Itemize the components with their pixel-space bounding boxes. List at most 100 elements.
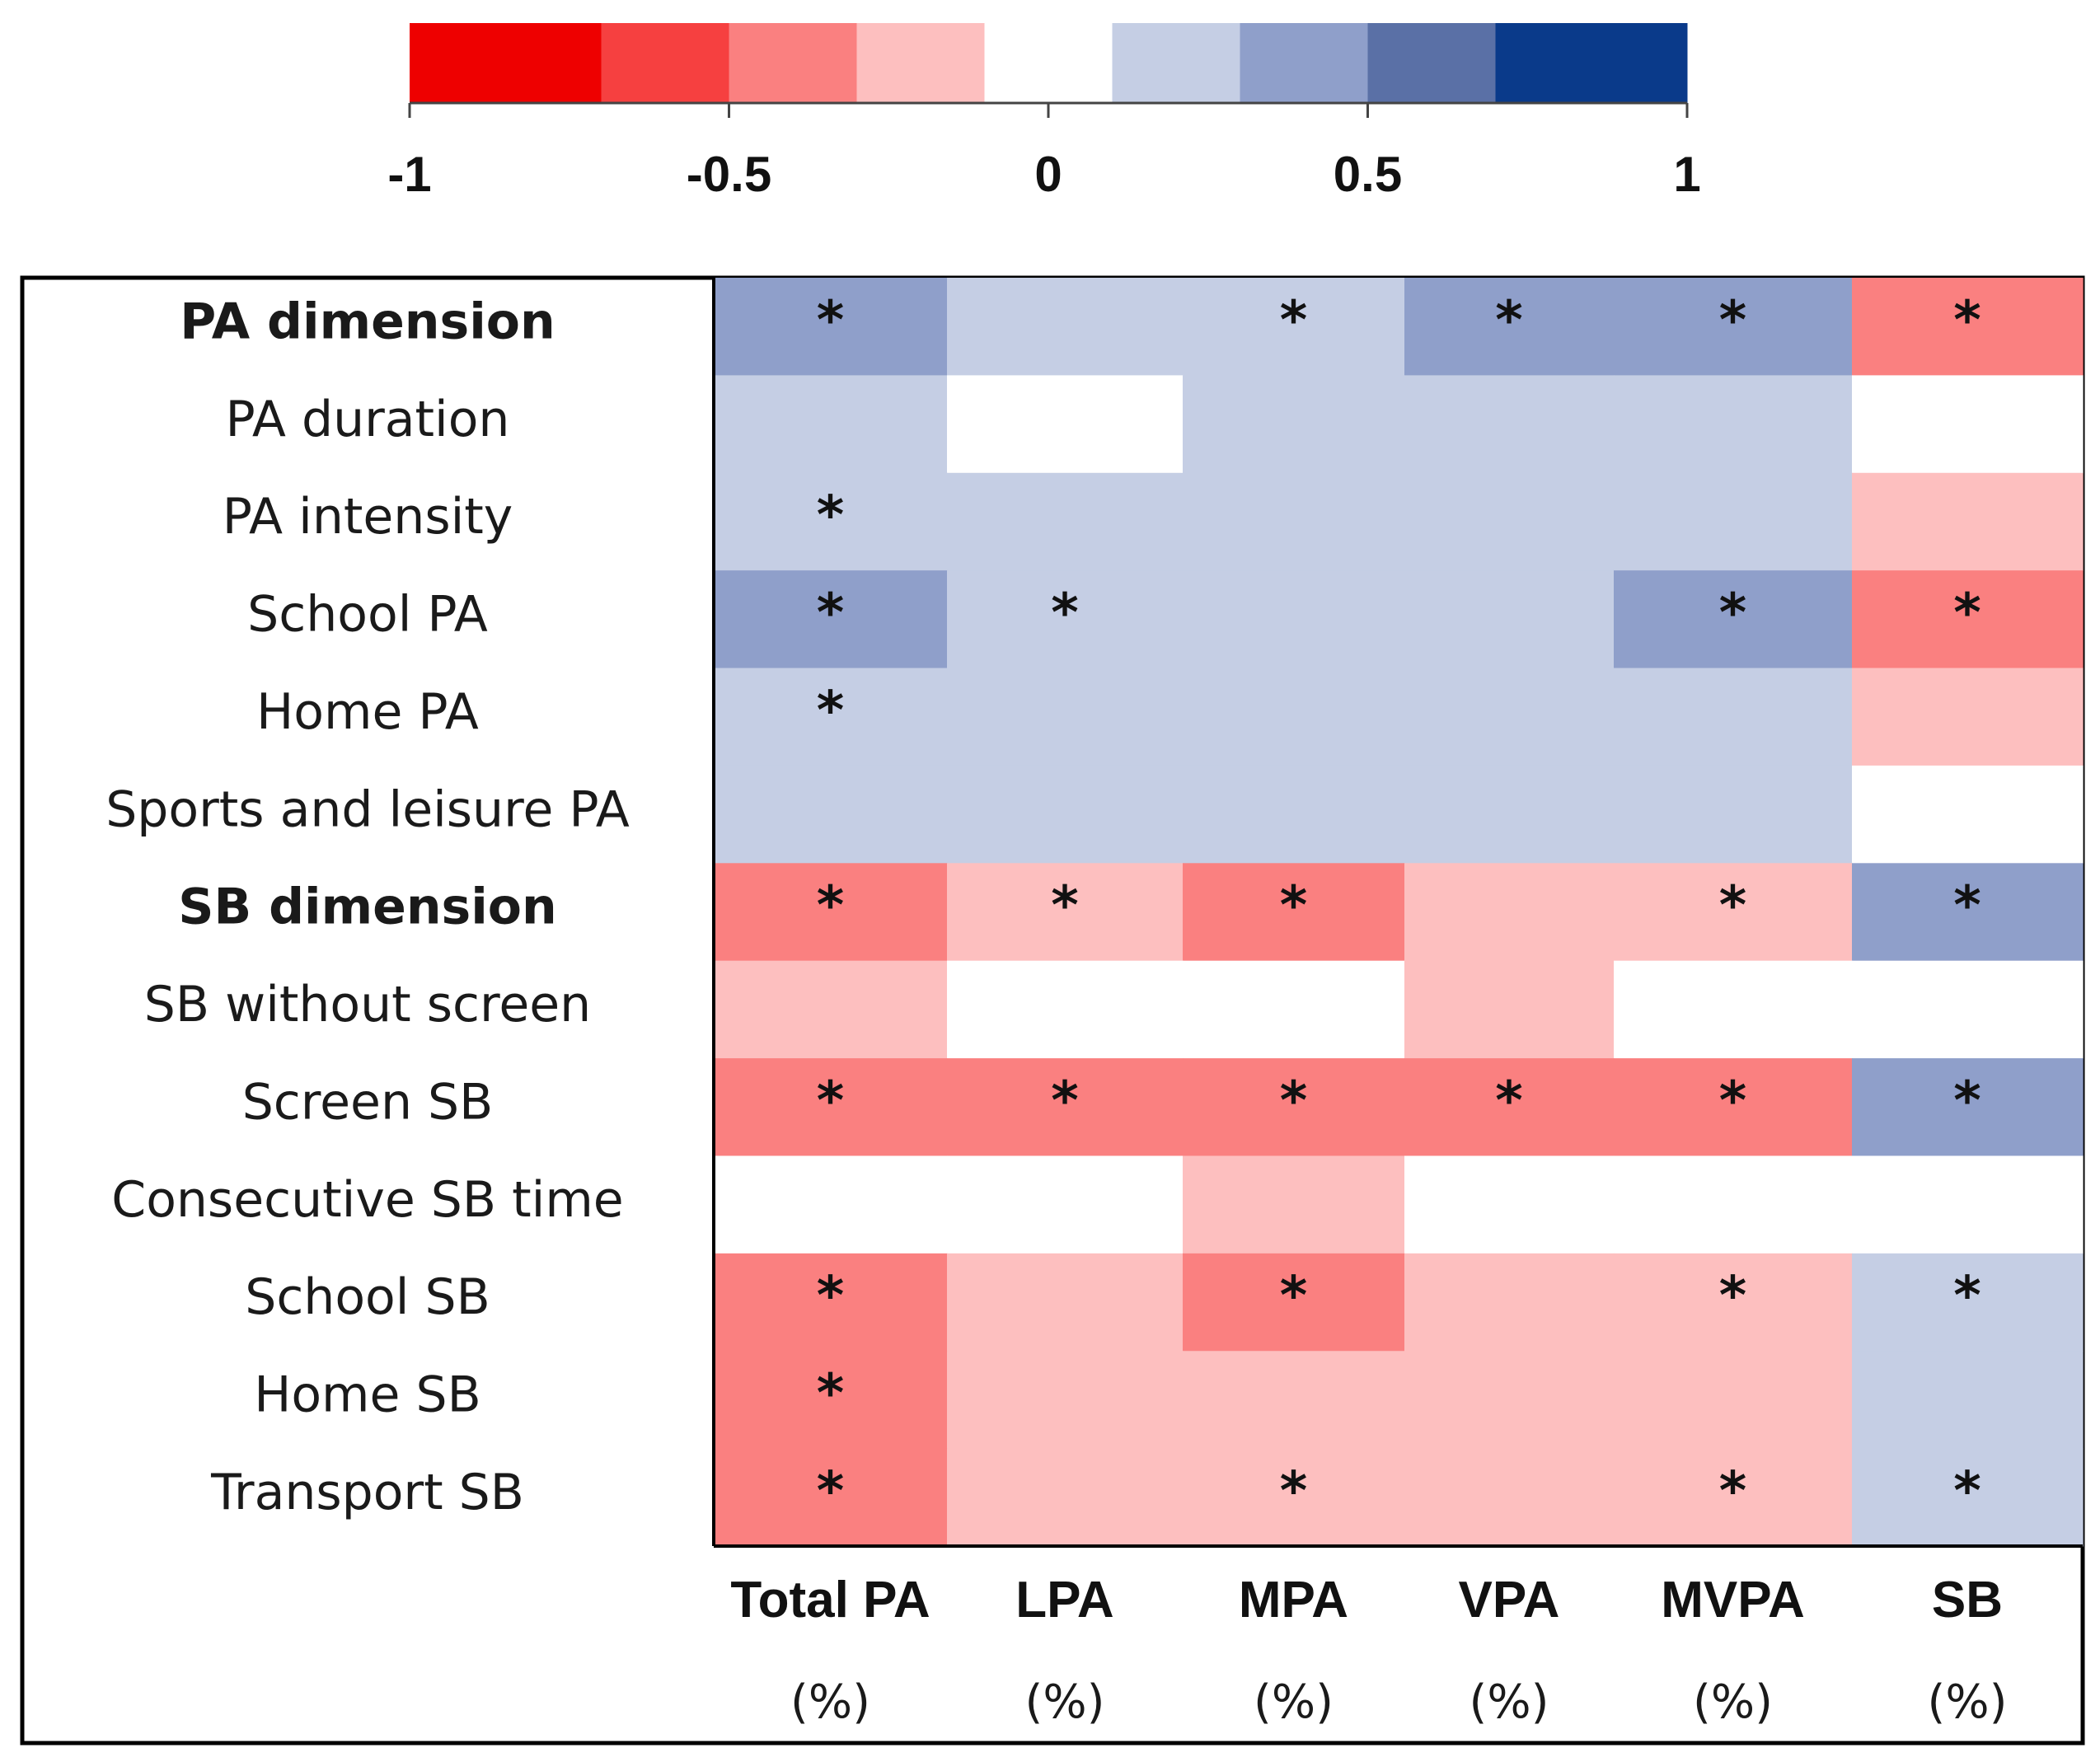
significance-star: * (1280, 1071, 1307, 1132)
legend-swatch (984, 23, 1113, 103)
column-label: SB (1932, 1572, 2003, 1628)
heatmap-cell (1614, 960, 1853, 1059)
heatmap-cell (1404, 570, 1615, 669)
heatmap-cell (1614, 1351, 1853, 1450)
significance-star: * (817, 1266, 844, 1327)
heatmap-cell (1852, 960, 2084, 1059)
heatmap-cell (1404, 1253, 1615, 1352)
heatmap-cell (1852, 863, 2084, 962)
heatmap-cell (714, 1351, 948, 1450)
heatmap-cell (1852, 570, 2084, 669)
column-unit-label: (%) (1928, 1675, 2008, 1729)
heatmap-cell (947, 570, 1184, 669)
column-unit-label: (%) (1254, 1675, 1334, 1729)
heatmap-cell (947, 278, 1184, 376)
heatmap-cell (1404, 1155, 1615, 1254)
column-label: MVPA (1661, 1572, 1805, 1628)
heatmap-cell (1183, 765, 1405, 864)
heatmap-cell (1614, 278, 1853, 376)
column-label: VPA (1459, 1572, 1560, 1628)
significance-markers: * * * * * * * * * * * * * * * * * * * * * * * * * * * * * * * (817, 290, 1981, 1522)
column-label: MPA (1239, 1572, 1348, 1628)
heatmap-cell (1614, 1155, 1853, 1254)
column-unit-label: (%) (1025, 1675, 1105, 1729)
significance-star: * (817, 876, 844, 937)
significance-star: * (817, 1071, 844, 1132)
heatmap-cell (714, 1058, 948, 1157)
row-label: Home SB (254, 1366, 481, 1424)
heatmap-cell (1852, 1448, 2084, 1547)
row-label: School PA (247, 586, 488, 644)
legend-swatch (1367, 23, 1496, 103)
legend-tick-label: -1 (387, 147, 431, 202)
legend-tick-label: 0.5 (1334, 147, 1402, 202)
column-label: Total PA (730, 1572, 930, 1628)
legend-swatch (1112, 23, 1240, 103)
legend-swatch (410, 23, 602, 103)
heatmap-cell (947, 863, 1184, 962)
heatmap-cell (1404, 668, 1615, 766)
heatmap-cell (1852, 668, 2084, 766)
legend-tick-label: -0.5 (687, 147, 771, 202)
heatmap-cell (1404, 472, 1615, 571)
legend-swatch (1495, 23, 1688, 103)
heatmap-cell (947, 1253, 1184, 1352)
significance-star: * (1719, 1266, 1746, 1327)
significance-star: * (1953, 1461, 1980, 1522)
heatmap-cells (714, 278, 2084, 1547)
legend-swatch (729, 23, 857, 103)
row-label: Home PA (256, 683, 479, 741)
row-label: SB without screen (144, 976, 591, 1033)
heatmap-cell (1183, 1058, 1405, 1157)
heatmap-cell (714, 1253, 948, 1352)
heatmap-cell (1614, 1253, 1853, 1352)
significance-star: * (1051, 583, 1078, 644)
row-label: Consecutive SB time (111, 1171, 623, 1229)
row-label: SB dimension (178, 879, 557, 936)
heatmap-cell (1404, 1448, 1615, 1547)
heatmap-cell (1183, 1253, 1405, 1352)
row-label: Transport SB (210, 1464, 524, 1521)
heatmap-cell (947, 1351, 1184, 1450)
heatmap-cell (714, 1448, 948, 1547)
significance-star: * (1051, 876, 1078, 937)
heatmap-cell (714, 960, 948, 1059)
heatmap-cell (947, 1058, 1184, 1157)
heatmap-cell (947, 668, 1184, 766)
column-label: LPA (1015, 1572, 1113, 1628)
heatmap-cell (1404, 1351, 1615, 1450)
significance-star: * (1280, 876, 1307, 937)
legend-tick-label: 1 (1673, 147, 1700, 202)
heatmap-cell (1614, 863, 1853, 962)
row-label: PA dimension (180, 293, 555, 350)
heatmap-cell (1404, 375, 1615, 474)
significance-star: * (1953, 583, 1980, 644)
heatmap-cell (1852, 765, 2084, 864)
heatmap-cell (1852, 1351, 2084, 1450)
heatmap-cell (714, 472, 948, 571)
heatmap-cell (1614, 1448, 1853, 1547)
heatmap-cell (714, 278, 948, 376)
heatmap-cell (714, 570, 948, 669)
heatmap-cell (714, 765, 948, 864)
color-legend: -1 -0.5 0 0.5 1 (387, 23, 1701, 202)
row-label: Screen SB (242, 1073, 494, 1131)
heatmap-cell (947, 1155, 1184, 1254)
heatmap-cell (1404, 863, 1615, 962)
significance-star: * (1953, 876, 1980, 937)
legend-swatch (1240, 23, 1368, 103)
heatmap-cell (714, 375, 948, 474)
row-labels: PA dimension PA duration PA intensity Schoo… (105, 293, 630, 1521)
significance-star: * (1051, 1071, 1078, 1132)
heatmap-panel: * * * * * * * * * * * * * * * * * * * * * * * * * * * * * * * PA dimen… (20, 275, 2085, 1746)
heatmap-cell (1614, 765, 1853, 864)
significance-star: * (817, 290, 844, 351)
heatmap-cell (1183, 863, 1405, 962)
significance-star: * (1280, 290, 1307, 351)
heatmap-cell (1404, 765, 1615, 864)
heatmap-cell (1852, 1155, 2084, 1254)
significance-star: * (1495, 1071, 1522, 1132)
heatmap-cell (947, 960, 1184, 1059)
heatmap-cell (1183, 472, 1405, 571)
